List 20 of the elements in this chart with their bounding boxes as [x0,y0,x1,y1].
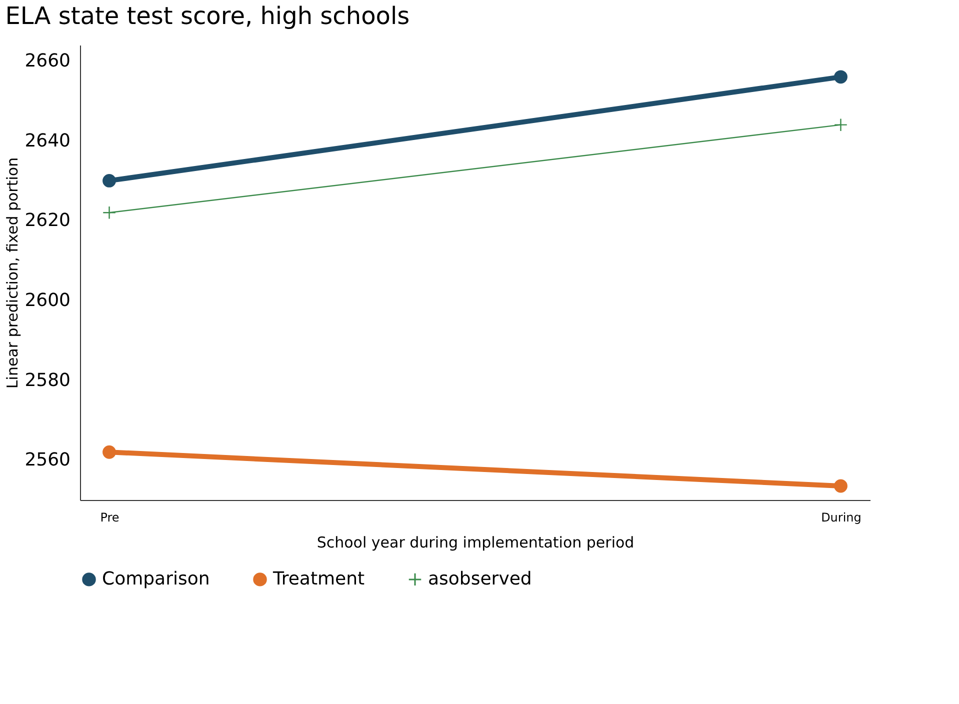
point [834,479,848,493]
x-tick-label: During [821,510,862,524]
point [834,70,848,84]
point [834,118,848,132]
point [102,174,116,188]
y-tick-label: 2620 [24,210,70,232]
legend-label: Treatment [272,568,365,590]
y-axis-title: Linear prediction, fixed portion [4,157,22,389]
x-tick-label: Pre [100,510,120,524]
point [102,445,116,459]
y-tick-label: 2600 [24,290,70,311]
point [102,206,116,220]
legend-label: asobserved [428,568,532,590]
chart-title: ELA state test score, high schools [5,2,410,30]
y-tick-label: 2560 [24,450,70,471]
y-tick-label: 2660 [24,50,70,72]
x-axis-title: School year during implementation period [316,534,634,552]
y-tick-label: 2640 [24,130,70,152]
y-tick-label: 2580 [24,370,70,391]
legend-label: Comparison [102,568,210,590]
